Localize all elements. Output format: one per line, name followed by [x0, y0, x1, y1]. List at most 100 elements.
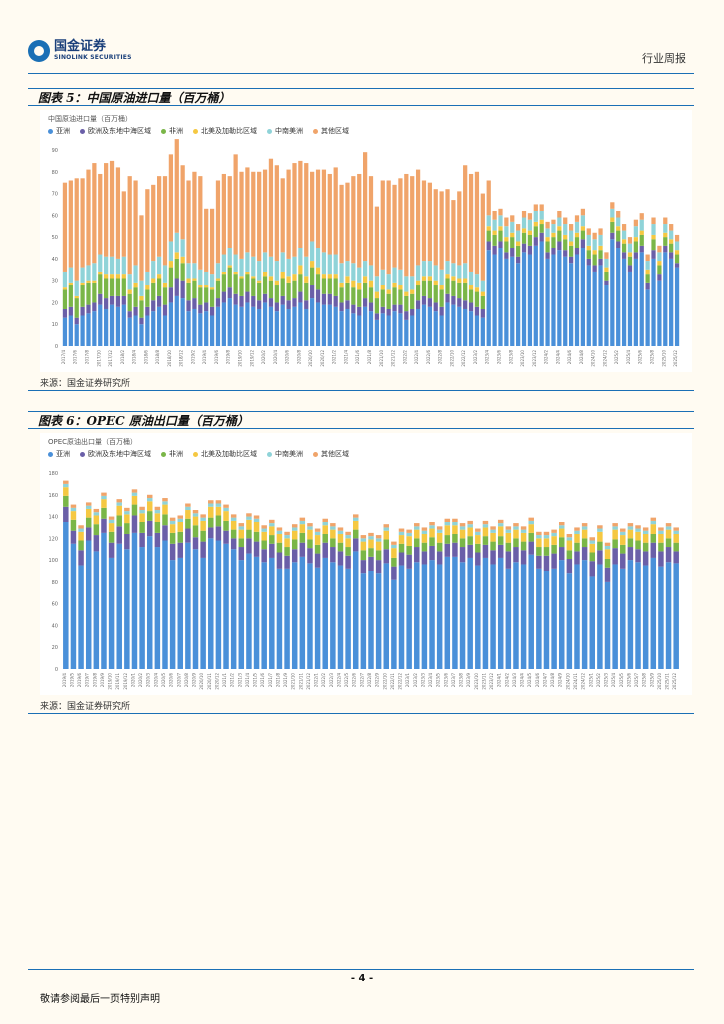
- bar-segment: [429, 537, 435, 546]
- bar-segment: [146, 520, 153, 537]
- bar-segment: [521, 243, 527, 253]
- bar-segment: [604, 549, 611, 560]
- bar-segment: [185, 503, 191, 507]
- bar-segment: [445, 278, 450, 294]
- bar-segment: [276, 527, 283, 531]
- bar-segment: [70, 519, 77, 531]
- bar-segment: [557, 210, 562, 218]
- bar-segment: [70, 530, 77, 544]
- bar-segment: [245, 167, 250, 253]
- x-tick-label: 2022/10: [382, 673, 387, 690]
- bar-segment: [262, 302, 268, 346]
- bar-segment: [286, 258, 291, 277]
- x-tick-label: 2022/7: [359, 673, 364, 688]
- bar-segment: [116, 502, 122, 506]
- bar-segment: [233, 274, 238, 294]
- x-tick-label: 2021/2: [332, 350, 337, 365]
- bar-segment: [177, 542, 183, 558]
- bar-segment: [639, 213, 644, 220]
- bar-segment: [169, 524, 176, 533]
- bar-segment: [131, 495, 138, 505]
- bar-segment: [146, 511, 153, 521]
- bar-segment: [536, 535, 542, 539]
- bar-segment: [192, 280, 197, 299]
- bar-segment: [352, 529, 359, 539]
- x-tick-label: 2025/5: [619, 673, 624, 688]
- bar-segment: [451, 200, 456, 264]
- bar-segment: [533, 237, 538, 246]
- bar-segment: [345, 282, 350, 301]
- bar-segment: [233, 304, 238, 346]
- bar-segment: [63, 487, 69, 496]
- bar-segment: [383, 530, 389, 540]
- bar-segment: [444, 518, 451, 522]
- bar-segment: [597, 550, 603, 565]
- bar-segment: [669, 224, 674, 231]
- bar-segment: [292, 256, 297, 275]
- bar-segment: [314, 567, 321, 669]
- y-tick-label: 120: [48, 536, 58, 542]
- bar-segment: [186, 180, 191, 264]
- y-tick-label: 20: [52, 645, 58, 651]
- bar-segment: [589, 552, 595, 562]
- bar-segment: [233, 293, 238, 305]
- bar-segment: [298, 160, 303, 248]
- bar-segment: [185, 542, 191, 669]
- bar-segment: [597, 531, 603, 542]
- bar-segment: [392, 267, 397, 283]
- bar-segment: [139, 510, 145, 514]
- bar-segment: [70, 507, 77, 512]
- bar-segment: [198, 176, 203, 270]
- bar-segment: [475, 535, 481, 544]
- bar-segment: [505, 529, 512, 533]
- figure-5-source: 来源：国金证券研究所: [40, 379, 131, 389]
- bar-segment: [261, 525, 267, 529]
- x-tick-label: 2022/12: [461, 350, 466, 367]
- legend-item: 欧洲及东地中海区域: [80, 126, 151, 136]
- bar-segment: [398, 528, 405, 532]
- bar-segment: [620, 528, 626, 532]
- bar-segment: [475, 552, 481, 566]
- bar-segment: [492, 245, 497, 255]
- bar-segment: [339, 184, 344, 264]
- bar-segment: [127, 274, 132, 290]
- bar-segment: [451, 304, 456, 346]
- x-tick-label: 2023/11: [481, 673, 486, 690]
- page-number: - 4 -: [350, 973, 374, 984]
- bar-segment: [192, 537, 199, 550]
- bar-segment: [563, 217, 568, 225]
- bar-segment: [610, 202, 615, 209]
- legend-item: 北美及加勒比区域: [193, 449, 257, 459]
- bar-segment: [180, 263, 185, 281]
- bar-segment: [321, 274, 327, 279]
- x-tick-label: 2019/5: [69, 673, 74, 688]
- x-tick-label: 2022/4: [414, 350, 419, 365]
- chart-china-imports: 中国原油进口量（百万桶） 亚洲 欧洲及东地中海区域 非洲 北美及加勒比区域 中南美洲 其他…: [40, 110, 692, 372]
- bar-segment: [177, 515, 183, 519]
- bar-segment: [333, 278, 338, 296]
- x-tick-label: 2023/12: [532, 350, 537, 367]
- x-tick-label: 2022/4: [336, 673, 341, 688]
- bar-segment: [192, 278, 197, 281]
- bar-segment: [246, 519, 252, 530]
- bar-segment: [468, 302, 474, 312]
- bar-segment: [386, 293, 391, 309]
- bar-segment: [665, 538, 672, 548]
- bar-segment: [475, 565, 481, 669]
- bar-segment: [80, 285, 85, 307]
- bar-segment: [238, 523, 245, 527]
- bar-segment: [74, 298, 79, 318]
- bar-segment: [284, 555, 290, 569]
- bar-segment: [299, 520, 306, 525]
- bar-segment: [645, 261, 650, 270]
- bar-segment: [391, 544, 397, 549]
- bar-segment: [597, 525, 603, 529]
- bar-segment: [98, 271, 103, 275]
- bar-segment: [557, 217, 562, 227]
- bar-segment: [314, 544, 321, 554]
- bar-segment: [392, 304, 397, 312]
- x-tick-label: 2023/3: [420, 673, 425, 688]
- bar-segment: [386, 308, 391, 316]
- bar-segment: [521, 252, 527, 346]
- chart-title: 中国原油进口量（百万桶）: [48, 115, 132, 123]
